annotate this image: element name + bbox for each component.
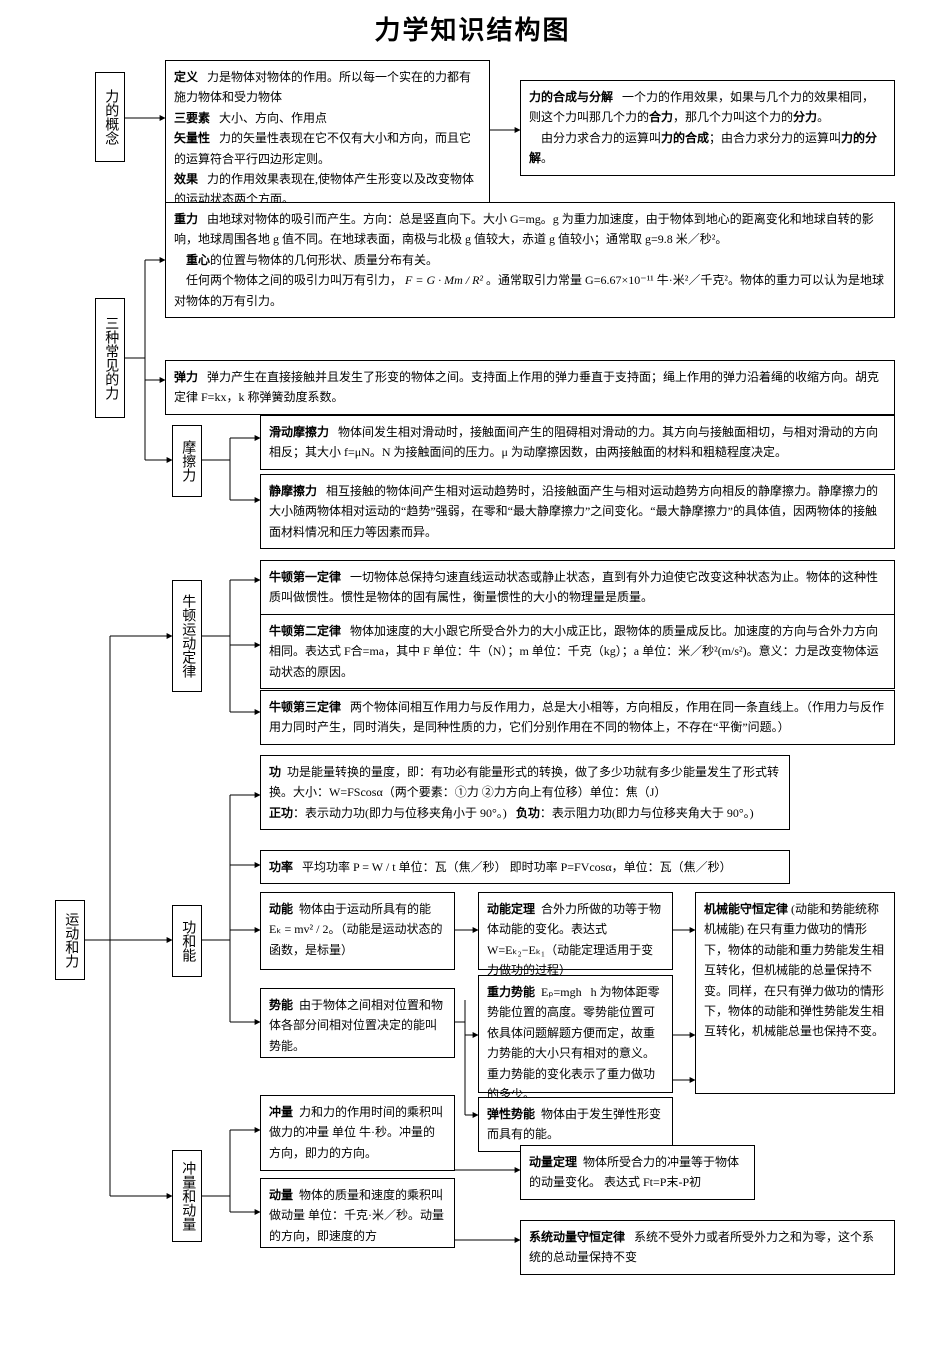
newton2-title: 牛顿第二定律: [269, 624, 341, 638]
momentum-title: 动量: [269, 1188, 293, 1202]
label-work-energy: 功和能: [172, 905, 202, 977]
composition-t3: 。: [817, 110, 829, 124]
momentum-text: 物体的质量和速度的乘积叫做动量 单位：千克·米／秒。动量的方向，即速度的方: [269, 1188, 444, 1243]
box-definition: 定义 力是物体对物体的作用。所以每一个实在的力都有施力物体和受力物体 三要素 大…: [165, 60, 490, 217]
box-newton1: 牛顿第一定律 一切物体总保持匀速直线运动状态或静止状态，直到有外力迫使它改变这种…: [260, 560, 895, 615]
elements-title: 三要素: [174, 111, 210, 125]
box-momentum-theorem: 动量定理 物体所受合力的冲量等于物体的动量变化。 表达式 Ft=P末-P初: [520, 1145, 755, 1200]
poswork-text: ：表示动力功(即力与位移夹角小于 90°。): [293, 806, 507, 820]
label-motion-force: 运动和力: [55, 900, 85, 980]
power-text: 平均功率 P = W / t 单位：瓦（焦／秒） 即时功率 P=FVcosα，单…: [302, 860, 732, 874]
mt-title: 动量定理: [529, 1155, 577, 1169]
box-gravity: 重力 由地球对物体的吸引而产生。方向：总是竖直向下。大小 G=mg。g 为重力加…: [165, 202, 895, 318]
box-elastic: 弹力 弹力产生在直接接触并且发生了形变的物体之间。支持面上作用的弹力垂直于支持面…: [165, 360, 895, 415]
gp-text: h 为物体距零势能位置的高度。零势能位置可依具体问题解题方便而定，故重力势能的大…: [487, 985, 660, 1101]
gravity-formula: F = G · Mm / R²: [405, 273, 483, 287]
vector-text: 力的矢量性表现在它不仅有大小和方向，而且它的运算符合平行四边形定则。: [174, 131, 471, 165]
potential-title: 势能: [269, 998, 293, 1012]
box-work: 功 功是能量转换的量度，即：有功必有能量形式的转换，做了多少功就有多少能量发生了…: [260, 755, 790, 830]
box-momentum: 动量 物体的质量和速度的乘积叫做动量 单位：千克·米／秒。动量的方向，即速度的方: [260, 1178, 455, 1248]
impulse-title: 冲量: [269, 1105, 293, 1119]
poswork-title: 正功: [269, 806, 293, 820]
box-momentum-conservation: 系统动量守恒定律 系统不受外力或者所受外力之和为零，这个系统的总动量保持不变: [520, 1220, 895, 1275]
mc-title: 系统动量守恒定律: [529, 1230, 625, 1244]
kt-title: 动能定理: [487, 902, 535, 916]
composition-t4: 由分力求合力的运算叫: [541, 131, 661, 145]
ep-title: 弹性势能: [487, 1107, 535, 1121]
elastic-title: 弹力: [174, 370, 198, 384]
box-static-friction: 静摩擦力 相互接触的物体间产生相对运动趋势时，沿接触面产生与相对运动趋势方向相反…: [260, 474, 895, 549]
work-text1: 功是能量转换的量度，即：有功必有能量形式的转换，做了多少功就有多少能量发生了形式…: [269, 765, 779, 799]
kinetic-title: 动能: [269, 902, 293, 916]
elastic-text: 弹力产生在直接接触并且发生了形变的物体之间。支持面上作用的弹力垂直于支持面；绳上…: [174, 370, 879, 404]
negwork-text: ：表示阻力功(即力与位移夹角大于 90°。): [540, 806, 754, 820]
vector-title: 矢量性: [174, 131, 210, 145]
hecheng: 力的合成: [661, 131, 709, 145]
box-newton2: 牛顿第二定律 物体加速度的大小跟它所受合外力的大小成正比，跟物体的质量成反比。加…: [260, 614, 895, 689]
mech-text: (动能和势能统称机械能) 在只有重力做功的情形下，物体的动能和重力势能发生相互转…: [704, 902, 884, 1038]
box-impulse: 冲量 力和力的作用时间的乘积叫做力的冲量 单位 牛·秒。冲量的方向，即力的方向。: [260, 1095, 455, 1171]
gravity-t2: 的位置与物体的几何形状、质量分布有关。: [210, 253, 438, 267]
label-impulse-momentum: 冲量和动量: [172, 1150, 202, 1242]
box-elastic-potential: 弹性势能 物体由于发生弹性形变而具有的能。: [478, 1097, 673, 1152]
effect-title: 效果: [174, 172, 198, 186]
composition-t2: ，那几个力叫这个力的: [673, 110, 793, 124]
box-power: 功率 平均功率 P = W / t 单位：瓦（焦／秒） 即时功率 P=FVcos…: [260, 850, 790, 884]
box-kinetic-theorem: 动能定理 合外力所做的功等于物体动能的变化。表达式 W=Eₖ₂−Eₖ₁（动能定理…: [478, 892, 673, 970]
box-sliding-friction: 滑动摩擦力 物体间发生相对滑动时，接触面间产生的阻碍相对滑动的力。其方向与接触面…: [260, 415, 895, 470]
gravity-t3: 任何两个物体之间的吸引力叫万有引力，: [186, 273, 402, 287]
label-three-forces: 三种常见的力: [95, 298, 125, 418]
gp-formula: Eₚ=mgh: [541, 985, 582, 999]
newton2-text: 物体加速度的大小跟它所受合外力的大小成正比，跟物体的质量成反比。加速度的方向与合…: [269, 624, 879, 679]
kinetic-text: 物体由于运动所具有的能 Eₖ = mv² / 2。（动能是运动状态的函数，是标量…: [269, 902, 442, 957]
static-text: 相互接触的物体间产生相对运动趋势时，沿接触面产生与相对运动趋势方向相反的静摩擦力…: [269, 484, 878, 539]
negwork-title: 负功: [516, 806, 540, 820]
label-concept: 力的概念: [95, 72, 125, 162]
label-friction: 摩擦力: [172, 425, 202, 497]
definition-title: 定义: [174, 70, 198, 84]
box-newton3: 牛顿第三定律 两个物体间相互作用力与反作用力，总是大小相等，方向相反，作用在同一…: [260, 690, 895, 745]
gp-title: 重力势能: [487, 985, 535, 999]
static-title: 静摩擦力: [269, 484, 317, 498]
box-mech-conservation: 机械能守恒定律 (动能和势能统称机械能) 在只有重力做功的情形下，物体的动能和重…: [695, 892, 895, 1094]
label-newton: 牛顿运动定律: [172, 580, 202, 692]
box-grav-potential: 重力势能 Eₚ=mgh h 为物体距零势能位置的高度。零势能位置可依具体问题解题…: [478, 975, 673, 1093]
box-potential: 势能 由于物体之间相对位置和物体各部分间相对位置决定的能叫势能。: [260, 988, 455, 1058]
potential-text: 由于物体之间相对位置和物体各部分间相对位置决定的能叫势能。: [269, 998, 443, 1053]
newton1-text: 一切物体总保持匀速直线运动状态或静止状态，直到有外力迫使它改变这种状态为止。物体…: [269, 570, 878, 604]
sliding-title: 滑动摩擦力: [269, 425, 329, 439]
elements-text: 大小、方向、作用点: [219, 111, 327, 125]
gravity-t1: 由地球对物体的吸引而产生。方向：总是竖直向下。大小 G=mg。g 为重力加速度，…: [174, 212, 874, 246]
impulse-text: 力和力的作用时间的乘积叫做力的冲量 单位 牛·秒。冲量的方向，即力的方向。: [269, 1105, 443, 1160]
sliding-text: 物体间发生相对滑动时，接触面间产生的阻碍相对滑动的力。其方向与接触面相切，与相对…: [269, 425, 878, 459]
heli: 合力: [649, 110, 673, 124]
newton3-title: 牛顿第三定律: [269, 700, 341, 714]
gravity-title: 重力: [174, 212, 198, 226]
power-title: 功率: [269, 860, 293, 874]
work-title: 功: [269, 765, 281, 779]
definition-text: 力是物体对物体的作用。所以每一个实在的力都有施力物体和受力物体: [174, 70, 471, 104]
mech-title: 机械能守恒定律: [704, 902, 788, 916]
box-composition: 力的合成与分解 一个力的作用效果，如果与几个力的效果相同，则这个力叫那几个力的合…: [520, 80, 895, 176]
composition-title: 力的合成与分解: [529, 90, 613, 104]
composition-t6: 。: [541, 151, 553, 165]
gravity-center: 重心: [186, 253, 210, 267]
page-title: 力学知识结构图: [20, 10, 925, 47]
newton3-text: 两个物体间相互作用力与反作用力，总是大小相等，方向相反，作用在同一条直线上。（作…: [269, 700, 884, 734]
newton1-title: 牛顿第一定律: [269, 570, 341, 584]
composition-t5: ；由合力求分力的运算叫: [709, 131, 841, 145]
fenli: 分力: [793, 110, 817, 124]
box-kinetic: 动能 物体由于运动所具有的能 Eₖ = mv² / 2。（动能是运动状态的函数，…: [260, 892, 455, 970]
